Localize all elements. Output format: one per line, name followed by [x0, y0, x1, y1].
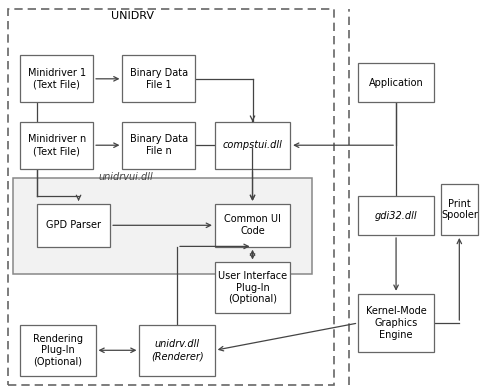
Text: gdi32.dll: gdi32.dll [375, 211, 417, 221]
Text: Application: Application [369, 78, 424, 88]
FancyBboxPatch shape [215, 262, 290, 313]
FancyBboxPatch shape [20, 325, 96, 376]
Text: Binary Data
File n: Binary Data File n [130, 134, 188, 156]
FancyBboxPatch shape [358, 294, 434, 352]
FancyBboxPatch shape [20, 55, 93, 102]
Text: Kernel-Mode
Graphics
Engine: Kernel-Mode Graphics Engine [366, 307, 427, 339]
Text: Rendering
Plug-In
(Optional): Rendering Plug-In (Optional) [33, 334, 83, 367]
FancyBboxPatch shape [122, 122, 195, 169]
FancyBboxPatch shape [215, 122, 290, 169]
FancyBboxPatch shape [441, 184, 478, 235]
FancyBboxPatch shape [140, 325, 215, 376]
FancyBboxPatch shape [358, 196, 434, 235]
FancyBboxPatch shape [358, 63, 434, 102]
Text: Binary Data
File 1: Binary Data File 1 [130, 68, 188, 90]
Text: UNIDRV: UNIDRV [111, 11, 154, 20]
FancyBboxPatch shape [122, 55, 195, 102]
FancyBboxPatch shape [13, 178, 312, 274]
Text: unidrvui.dll: unidrvui.dll [98, 172, 153, 182]
Text: Print
Spooler: Print Spooler [441, 199, 478, 220]
Text: GPD Parser: GPD Parser [46, 220, 101, 230]
FancyBboxPatch shape [20, 122, 93, 169]
FancyBboxPatch shape [215, 204, 290, 247]
Text: compstui.dll: compstui.dll [223, 140, 283, 150]
Text: Minidriver n
(Text File): Minidriver n (Text File) [27, 134, 86, 156]
Text: unidrv.dll
(Renderer): unidrv.dll (Renderer) [151, 339, 203, 361]
Text: User Interface
Plug-In
(Optional): User Interface Plug-In (Optional) [218, 271, 287, 305]
FancyBboxPatch shape [37, 204, 110, 247]
Text: Minidriver 1
(Text File): Minidriver 1 (Text File) [28, 68, 86, 90]
Text: Common UI
Code: Common UI Code [224, 214, 281, 236]
